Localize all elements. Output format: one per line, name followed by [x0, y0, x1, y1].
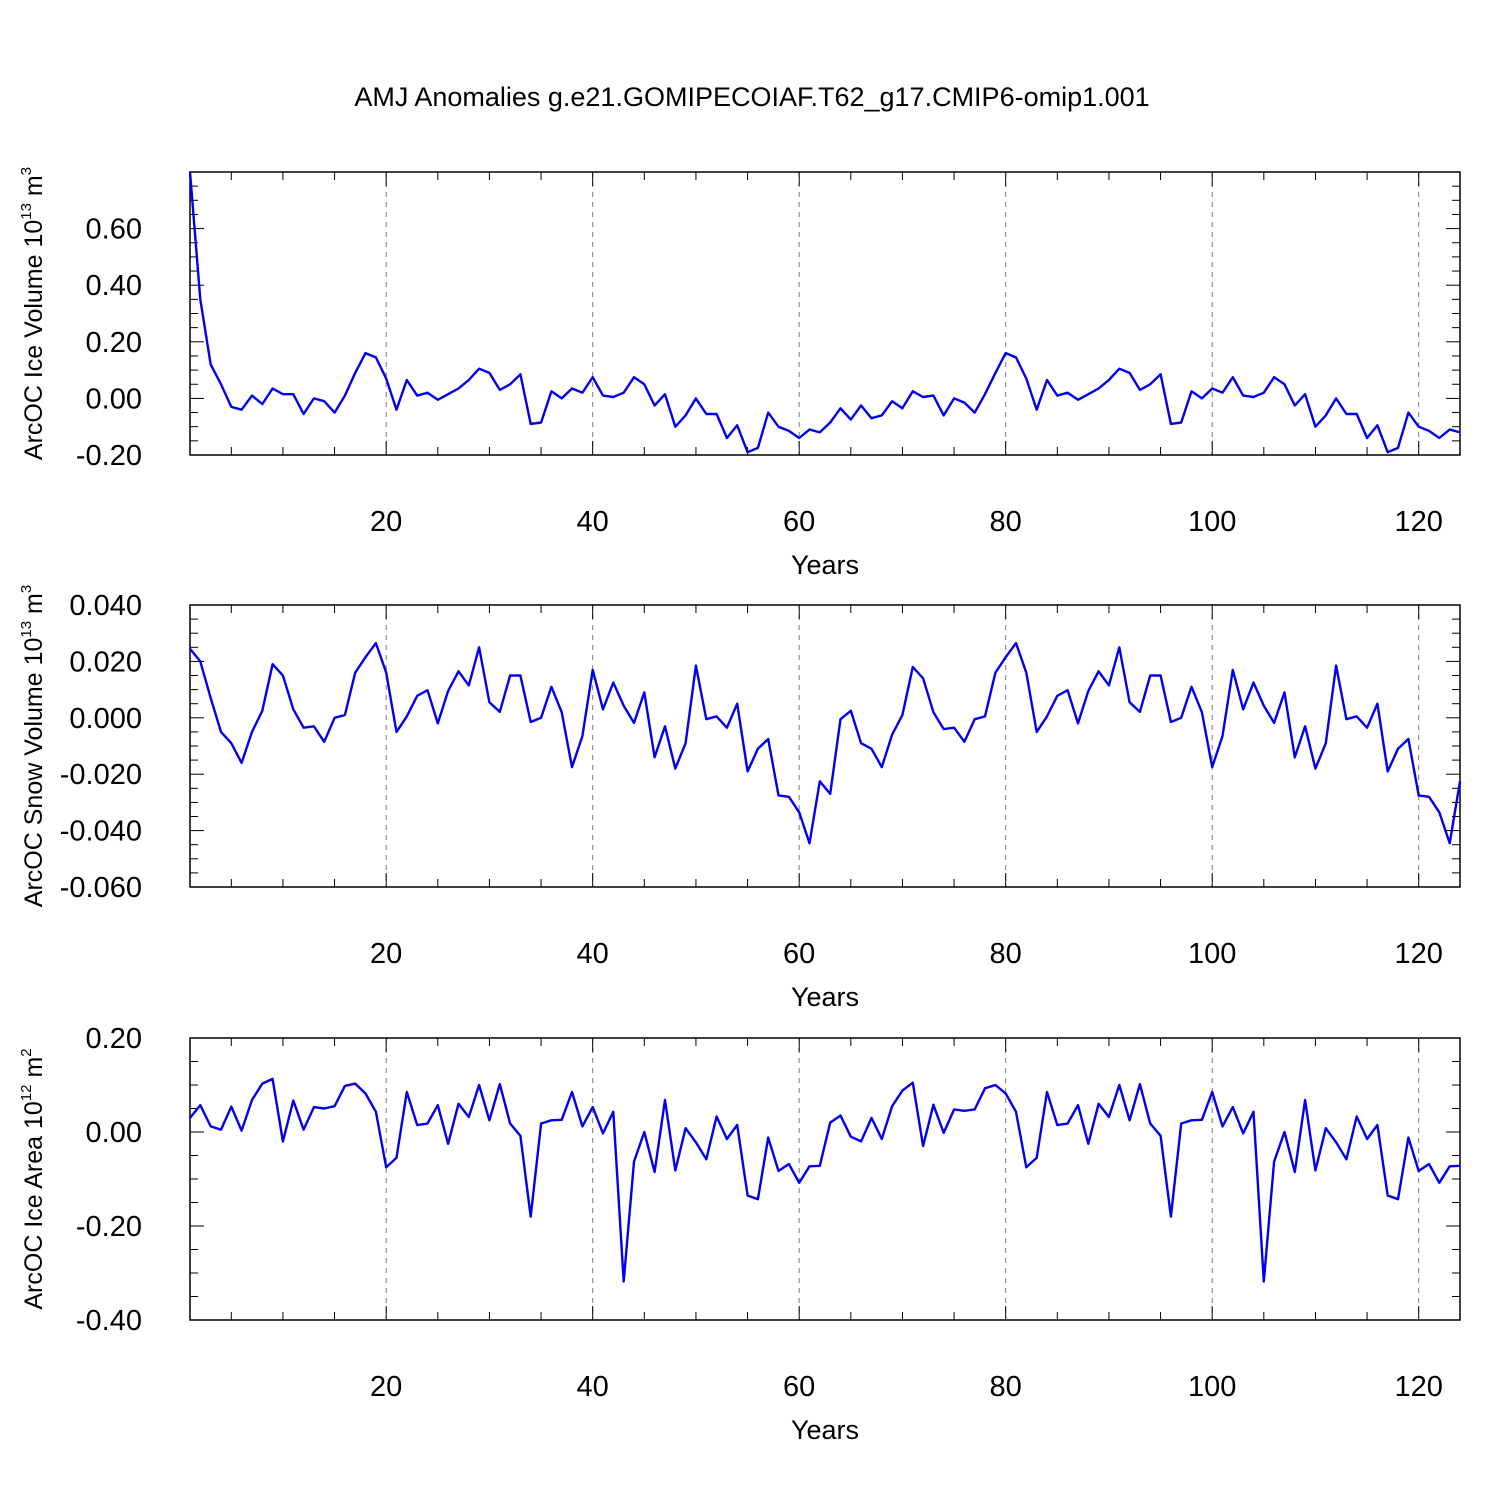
x-tick-label: 80: [990, 506, 1022, 538]
y-tick-label: -0.20: [76, 440, 142, 472]
y-tick-label: -0.40: [76, 1305, 142, 1337]
y-tick-label: 0.40: [86, 270, 142, 302]
x-tick-label: 100: [1188, 1371, 1236, 1403]
x-tick-label: 40: [577, 938, 609, 970]
x-tick-label: 120: [1395, 1371, 1443, 1403]
y-axis-label-exponent: 13: [18, 203, 35, 220]
x-tick-label: 40: [577, 506, 609, 538]
x-tick-label: 60: [783, 506, 815, 538]
y-tick-label: -0.20: [76, 1211, 142, 1243]
x-tick-label: 120: [1395, 938, 1443, 970]
x-tick-label: 40: [577, 1371, 609, 1403]
plot-frame: [189, 604, 1461, 888]
x-tick-label: 100: [1188, 938, 1236, 970]
y-tick-label: 0.60: [86, 214, 142, 246]
x-tick-label: 120: [1395, 506, 1443, 538]
y-axis-label-exponent: 13: [18, 621, 35, 638]
x-axis-label: Years: [791, 550, 859, 580]
x-tick-label: 60: [783, 1371, 815, 1403]
plot-frame: [189, 171, 1461, 456]
y-tick-label: 0.040: [69, 590, 142, 622]
y-tick-label: 0.00: [86, 1117, 142, 1149]
y-tick-label: 0.020: [69, 646, 142, 678]
y-axis-label-unit-exponent: 3: [18, 167, 35, 175]
figure-title: AMJ Anomalies g.e21.GOMIPECOIAF.T62_g17.…: [354, 82, 1149, 112]
y-tick-label: 0.20: [86, 327, 142, 359]
y-axis-label: ArcOC Ice Area 1012 m2: [18, 1048, 48, 1309]
y-axis-label-text: ArcOC Snow Volume 10: [20, 638, 48, 908]
series-line: [188, 171, 1461, 454]
y-axis-label-text: ArcOC Ice Area 10: [20, 1101, 48, 1309]
x-tick-label: 80: [990, 1371, 1022, 1403]
y-tick-label: -0.020: [60, 759, 142, 791]
y-tick-label: -0.040: [60, 816, 142, 848]
chart-panel-2: 20 40 60 80 100 120 -0.060 -0.040 -0.020 0.000 0.0…: [18, 585, 1462, 1012]
y-tick-label: 0.00: [86, 383, 142, 415]
series-line: [189, 1077, 1461, 1283]
chart-panel-3: 20 40 60 80 100 120 -0.40 -0.20 0.00 0.20 Years Arc…: [18, 1023, 1461, 1445]
y-axis-label-exponent: 12: [18, 1085, 35, 1102]
y-axis-label-text: ArcOC Ice Volume 10: [20, 220, 48, 460]
y-axis-label-unit: m: [20, 1057, 48, 1085]
y-axis-label-unit-exponent: 3: [18, 585, 35, 593]
x-tick-label: 100: [1188, 506, 1236, 538]
y-tick-label: 0.000: [69, 703, 142, 735]
x-tick-label: 20: [370, 1371, 402, 1403]
chart-panel-1: 20 40 60 80 100 120 -0.20 0.00 0.20 0.40 0.60 Years…: [18, 167, 1461, 580]
panels: 20 40 60 80 100 120 -0.20 0.00 0.20 0.40 0.60 Years…: [18, 167, 1462, 1445]
series-line: [189, 641, 1462, 845]
y-axis-label-unit: m: [20, 175, 48, 203]
plot-frame: [189, 1037, 1461, 1321]
x-axis-label: Years: [791, 1415, 859, 1445]
y-axis-label-unit-exponent: 2: [18, 1048, 35, 1056]
y-axis-label: ArcOC Ice Volume 1013 m3: [18, 167, 48, 460]
x-axis-label: Years: [791, 982, 859, 1012]
x-tick-label: 60: [783, 938, 815, 970]
y-axis-label-unit: m: [20, 593, 48, 621]
x-tick-label: 80: [990, 938, 1022, 970]
y-tick-label: -0.060: [60, 872, 142, 904]
y-tick-label: 0.20: [86, 1023, 142, 1055]
x-tick-label: 20: [370, 938, 402, 970]
y-axis-label: ArcOC Snow Volume 1013 m3: [18, 585, 48, 907]
x-tick-label: 20: [370, 506, 402, 538]
